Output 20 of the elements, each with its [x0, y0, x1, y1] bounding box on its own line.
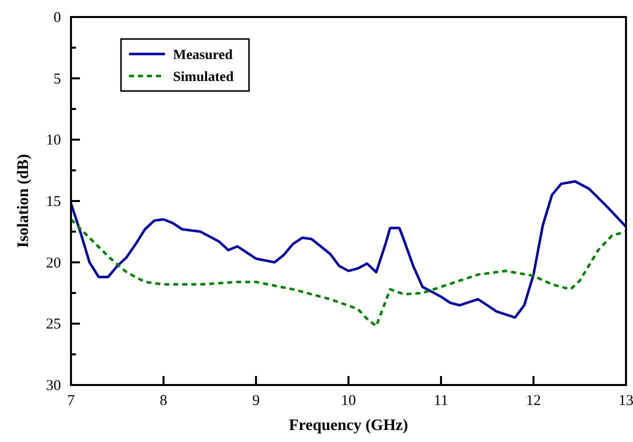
y-tick-label: 30	[46, 378, 61, 394]
line-series	[70, 180, 628, 319]
x-tick-label: 10	[341, 393, 356, 409]
legend-label: Simulated	[173, 70, 234, 85]
y-axis-title: Isolation (dB)	[15, 154, 32, 248]
x-tick-label: 12	[526, 393, 541, 409]
x-tick-label: 8	[160, 393, 168, 409]
x-tick-label: 11	[434, 393, 448, 409]
x-tick-label: 13	[618, 393, 633, 409]
y-tick-label: 25	[46, 316, 61, 333]
y-tick-label: 0	[54, 10, 61, 26]
y-tick-label: 20	[46, 255, 61, 272]
x-axis-title: Frequency (GHz)	[288, 417, 408, 434]
x-tick-label: 7	[67, 393, 76, 409]
line-series	[70, 218, 628, 328]
y-tick-label: 5	[54, 71, 61, 88]
legend-label: Measured	[173, 48, 233, 63]
y-tick-label: 15	[46, 194, 61, 210]
x-tick-label: 9	[252, 393, 260, 409]
y-tick-label: 10	[46, 132, 61, 149]
